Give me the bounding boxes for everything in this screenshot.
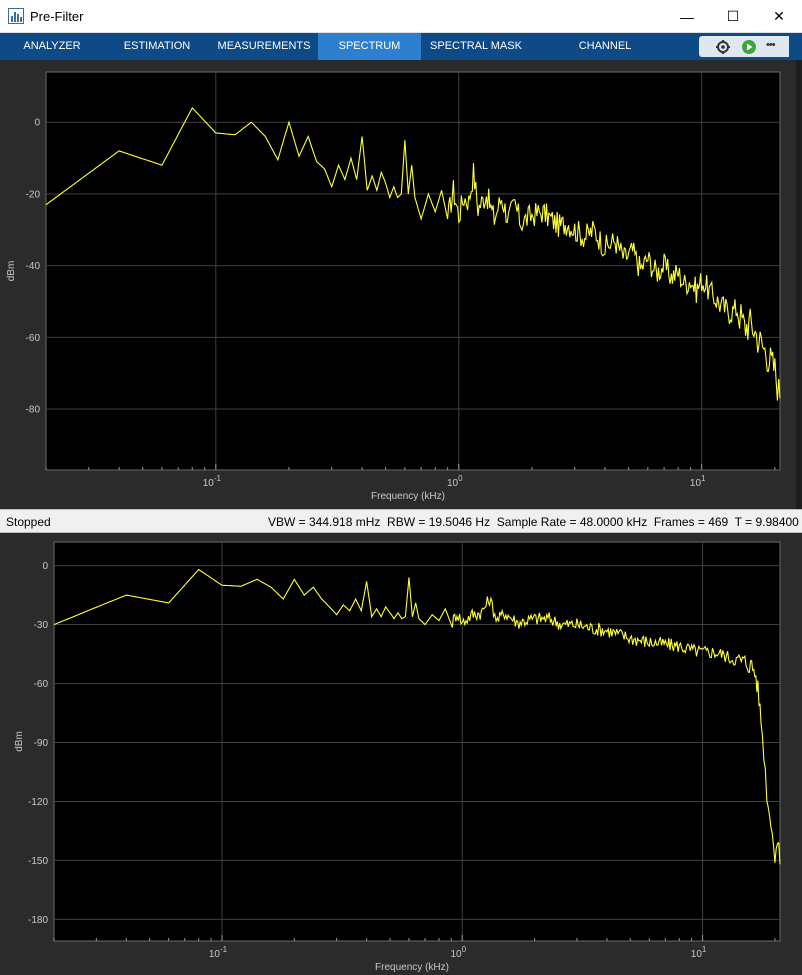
run-icon[interactable] xyxy=(741,39,757,55)
window-edge xyxy=(796,60,802,510)
y-axis-label: dBm xyxy=(6,261,17,282)
toolstrip: ANALYZER ESTIMATION MEASUREMENTS SPECTRU… xyxy=(0,33,802,60)
spectrum-scope-bottom: 0 -30 -60 -90 -120 -150 -180 10-1 100 101 Frequenc… xyxy=(0,533,802,975)
plot-area: 0 -30 -60 -90 -120 -150 -180 10-1 100 101 Frequenc… xyxy=(14,542,780,973)
window-titlebar: Pre-Filter — ☐ ✕ xyxy=(0,0,802,33)
y-tick-label: -40 xyxy=(26,261,41,272)
spectrum-scope-top: 0 -20 -40 -60 -80 10-1 100 101 Frequency (kHz) dB… xyxy=(0,60,802,509)
close-icon: ✕ xyxy=(773,8,785,25)
spectrum-plot-bottom[interactable]: 0 -30 -60 -90 -120 -150 -180 10-1 100 101 Frequenc… xyxy=(0,533,802,975)
y-tick-label: -60 xyxy=(26,333,41,344)
tab-channel-measurements[interactable]: CHANNEL MEASUREMENTS xyxy=(531,33,679,60)
plot-background xyxy=(46,72,780,470)
x-tick-label: 101 xyxy=(690,474,706,489)
y-tick-label: -180 xyxy=(28,915,48,926)
x-axis-label: Frequency (kHz) xyxy=(375,962,449,973)
x-tick-label: 100 xyxy=(447,474,463,489)
x-tick-label: 10-1 xyxy=(209,945,228,960)
minimize-icon: — xyxy=(680,9,694,25)
y-tick-label: -20 xyxy=(26,189,41,200)
spectrum-app-icon xyxy=(8,8,24,24)
plot-area: 0 -20 -40 -60 -80 10-1 100 101 Frequency (kHz) dB… xyxy=(6,72,780,502)
tab-measurements[interactable]: MEASUREMENTS xyxy=(210,33,318,60)
y-tick-label: -80 xyxy=(26,405,41,416)
y-axis-label: dBm xyxy=(14,731,25,752)
run-state: Stopped xyxy=(6,515,51,529)
window-title: Pre-Filter xyxy=(30,9,83,24)
close-button[interactable]: ✕ xyxy=(756,0,802,33)
y-tick-label: -150 xyxy=(28,856,48,867)
spectrum-plot-top[interactable]: 0 -20 -40 -60 -80 10-1 100 101 Frequency (kHz) dB… xyxy=(0,60,802,509)
minimize-button[interactable]: — xyxy=(664,0,710,33)
maximize-icon: ☐ xyxy=(727,8,740,25)
y-tick-label: -120 xyxy=(28,797,48,808)
maximize-button[interactable]: ☐ xyxy=(710,0,756,33)
tab-estimation[interactable]: ESTIMATION xyxy=(104,33,210,60)
settings-icon[interactable] xyxy=(715,39,731,55)
tab-spectrum[interactable]: SPECTRUM xyxy=(318,33,421,60)
y-tick-label: 0 xyxy=(42,561,48,572)
y-tick-label: -90 xyxy=(34,738,49,749)
x-axis-label: Frequency (kHz) xyxy=(371,491,445,502)
more-icon[interactable]: ••• xyxy=(766,39,775,51)
quick-access-toolbar: ••• xyxy=(699,36,789,57)
tab-analyzer[interactable]: ANALYZER xyxy=(0,33,104,60)
y-tick-label: -30 xyxy=(34,620,49,631)
y-tick-label: 0 xyxy=(34,118,40,129)
x-tick-label: 100 xyxy=(450,945,466,960)
x-tick-label: 10-1 xyxy=(203,474,222,489)
x-tick-label: 101 xyxy=(691,945,707,960)
tab-spectral-mask[interactable]: SPECTRAL MASK xyxy=(421,33,531,60)
measurement-readout: VBW = 344.918 mHz RBW = 19.5046 Hz Sampl… xyxy=(268,515,799,529)
status-bar: Stopped VBW = 344.918 mHz RBW = 19.5046 … xyxy=(0,509,802,533)
y-tick-label: -60 xyxy=(34,679,49,690)
